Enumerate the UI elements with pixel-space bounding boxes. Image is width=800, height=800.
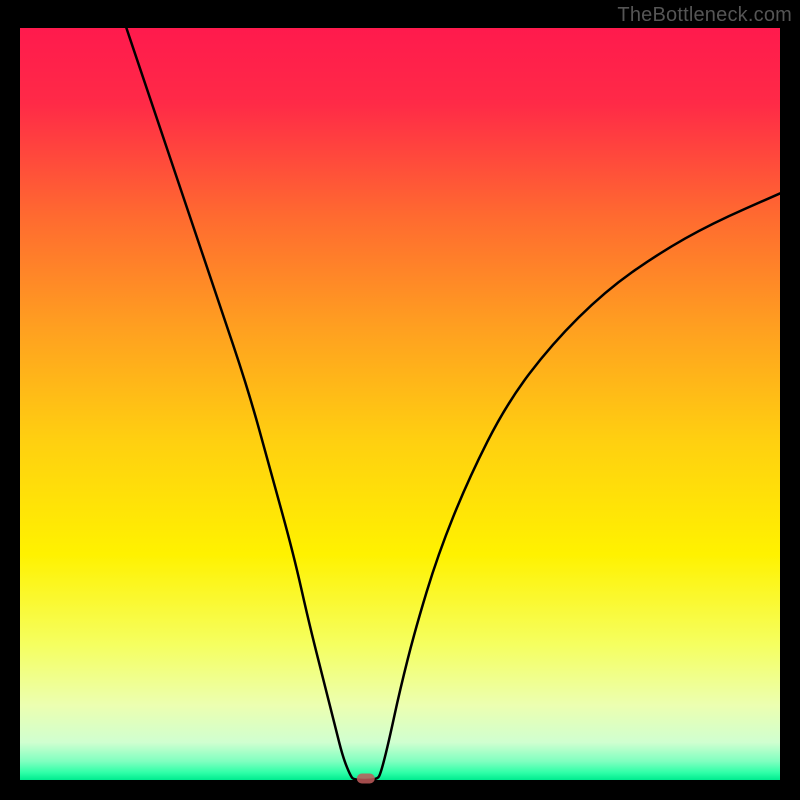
- bottleneck-chart: [0, 0, 800, 800]
- chart-container: TheBottleneck.com: [0, 0, 800, 800]
- chart-background: [20, 28, 780, 780]
- minimum-marker: [357, 774, 375, 784]
- watermark-text: TheBottleneck.com: [617, 4, 792, 27]
